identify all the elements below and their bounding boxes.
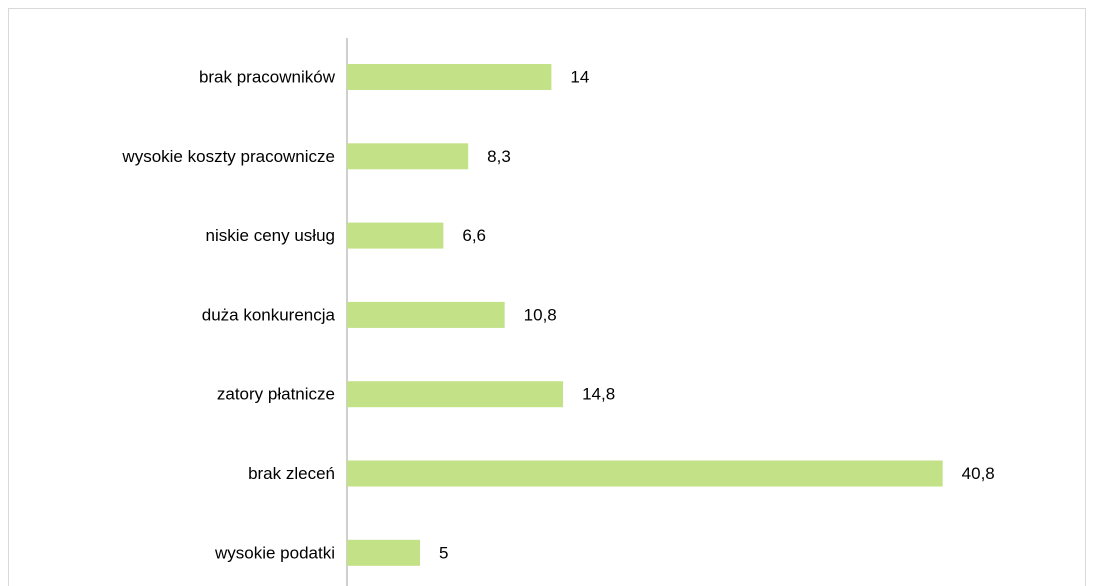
data-label: 40,8: [962, 464, 995, 483]
bar: [347, 301, 505, 328]
y-tick-label: zatory płatnicze: [217, 385, 335, 404]
y-tick-label: brak zleceń: [248, 464, 335, 483]
y-tick-label: wysokie podatki: [214, 543, 335, 562]
data-label: 10,8: [524, 305, 557, 324]
bar: [347, 539, 420, 566]
y-tick-label: duża konkurencja: [202, 305, 336, 324]
data-label: 6,6: [462, 226, 486, 245]
data-label: 14: [570, 67, 589, 86]
bar: [347, 460, 943, 487]
y-tick-label: brak pracowników: [199, 67, 336, 86]
data-label: 8,3: [487, 147, 511, 166]
bar: [347, 64, 552, 90]
bar: [347, 381, 564, 408]
chart-frame: [8, 8, 1086, 586]
data-label: 14,8: [582, 385, 615, 404]
y-tick-label: niskie ceny usług: [206, 226, 335, 245]
data-label: 5: [439, 543, 448, 562]
bar: [347, 143, 469, 170]
y-tick-label: wysokie koszty pracownicze: [121, 147, 335, 166]
bar: [347, 222, 444, 249]
